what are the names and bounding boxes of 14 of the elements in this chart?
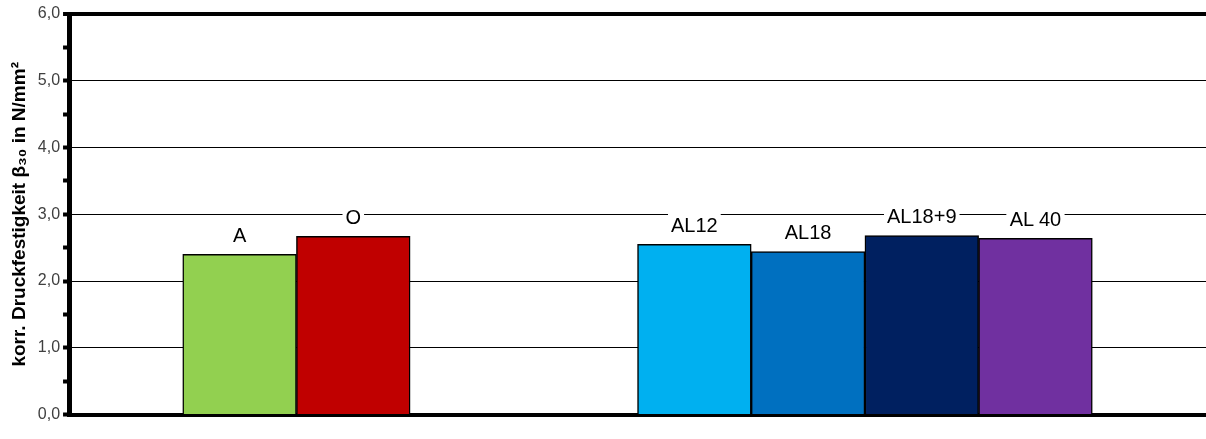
y-axis-title: korr. Druckfestigkeit β₃₀ in N/mm² <box>7 62 29 367</box>
series-label: AL12 <box>671 213 718 236</box>
y-tick-label: 0,0 <box>37 405 61 423</box>
y-tick-label: 2,0 <box>37 271 61 289</box>
y-tick-label: 6,0 <box>37 4 61 22</box>
series-label: O <box>345 205 362 228</box>
series-label: AL18 <box>784 221 832 244</box>
series-label: AL 40 <box>1009 207 1062 230</box>
series-label: A <box>232 223 247 246</box>
series-label: AL18+9 <box>887 205 957 228</box>
y-tick-label: 4,0 <box>37 137 61 155</box>
y-tick-label: 3,0 <box>37 204 61 222</box>
y-tick-label: 5,0 <box>37 71 61 89</box>
y-tick-label: 1,0 <box>37 338 61 356</box>
